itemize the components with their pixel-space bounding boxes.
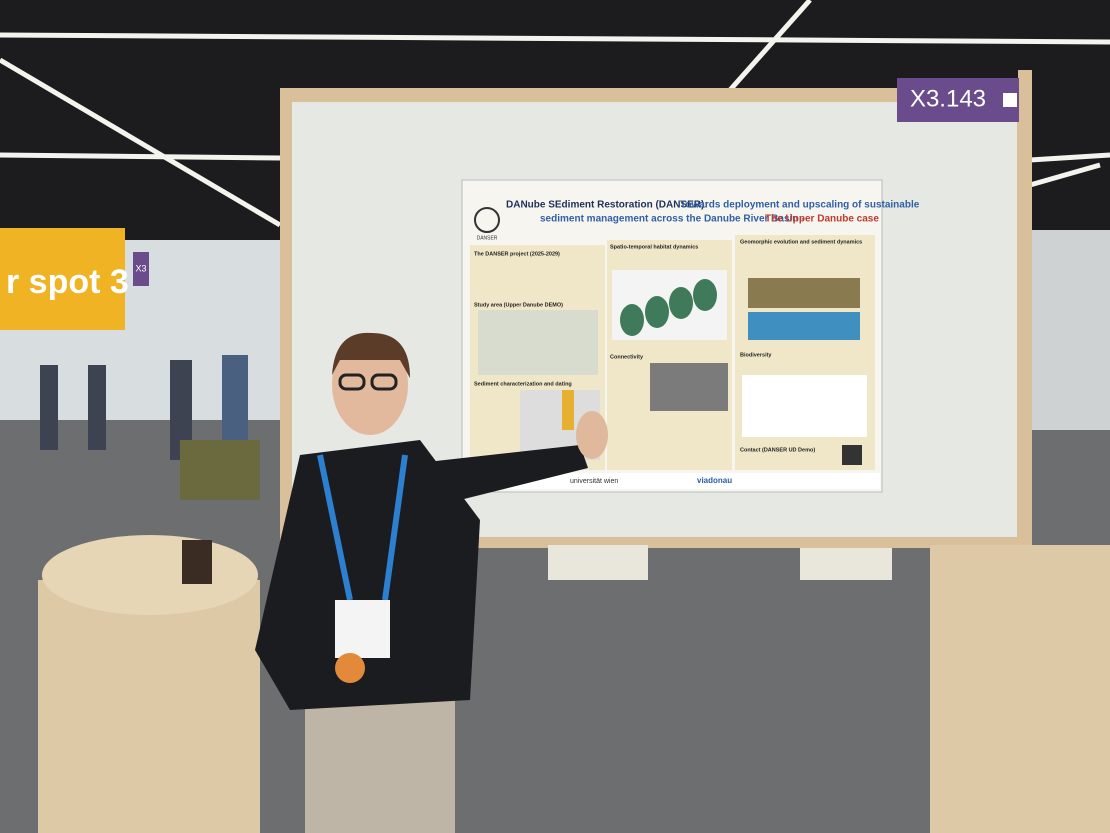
person	[222, 355, 248, 455]
habitat-shape	[620, 304, 644, 336]
lanyard	[317, 454, 408, 601]
poster-title: DANube SEdiment Restoration (DANSER):	[506, 200, 708, 211]
biodiversity-figure	[742, 375, 867, 437]
footer-logo: universität wien	[570, 478, 618, 485]
cup	[182, 540, 212, 584]
poster-section: Spatio-temporal habitat dynamics	[610, 244, 698, 250]
ceiling-lights	[0, 0, 1110, 228]
map	[478, 310, 598, 375]
glasses	[370, 373, 398, 391]
aisle-text: X3	[135, 263, 146, 273]
connectivity-figure	[650, 363, 728, 411]
light	[0, 57, 282, 228]
right-wall	[1020, 230, 1110, 430]
light	[1029, 162, 1101, 188]
geomorph-figure	[748, 312, 860, 340]
badge	[335, 600, 390, 658]
light	[1029, 152, 1110, 163]
chair	[548, 545, 648, 580]
light	[0, 32, 1110, 45]
poster-section: Biodiversity	[740, 352, 772, 358]
hand	[576, 411, 608, 459]
arm	[400, 445, 588, 510]
habitat-shape	[693, 279, 717, 311]
sediment-core	[562, 390, 574, 430]
poster-section: Connectivity	[610, 354, 644, 360]
qr	[1003, 93, 1017, 107]
person	[170, 360, 192, 460]
habitat-shape	[645, 296, 669, 328]
banner	[0, 228, 125, 330]
board-sign	[897, 78, 1019, 122]
poster-section: Geomorphic evolution and sediment dynami…	[740, 239, 862, 245]
habitat-shape	[669, 287, 693, 319]
geomorph-figure	[748, 278, 860, 308]
hair	[332, 332, 410, 378]
glasses	[338, 373, 366, 391]
banner-text: r spot 3	[6, 263, 129, 301]
chair	[800, 548, 892, 580]
table	[930, 545, 1110, 833]
qr	[842, 445, 862, 465]
presenter	[255, 332, 608, 833]
poster-logo-text: DANSER	[477, 235, 498, 241]
poster-section: The DANSER project (2025-2029)	[474, 251, 560, 257]
table-top	[42, 535, 258, 615]
poster-section: Sediment characterization and dating	[474, 381, 572, 387]
poster-footer	[465, 473, 880, 489]
poster-section: Study area (Upper Danube DEMO)	[474, 302, 563, 308]
footer-logo: viadonau	[697, 476, 732, 485]
seated-person	[180, 440, 260, 500]
person	[88, 365, 106, 450]
badge-sticker	[335, 653, 365, 683]
poster-title: The Upper Danube case	[765, 214, 879, 225]
light	[728, 0, 812, 92]
poster-title: sediment management across the Danube Ri…	[540, 214, 805, 225]
light	[0, 152, 281, 161]
board-number: X3.143	[910, 85, 986, 112]
aisle-sign	[133, 252, 149, 286]
poster-logo	[474, 207, 500, 233]
poster-section: Contact (DANSER UD Demo)	[740, 447, 815, 453]
trousers	[305, 690, 455, 833]
table	[38, 580, 260, 833]
background-people	[40, 355, 248, 460]
person	[40, 365, 58, 450]
poster-title: Towards deployment and upscaling of sust…	[680, 200, 920, 211]
